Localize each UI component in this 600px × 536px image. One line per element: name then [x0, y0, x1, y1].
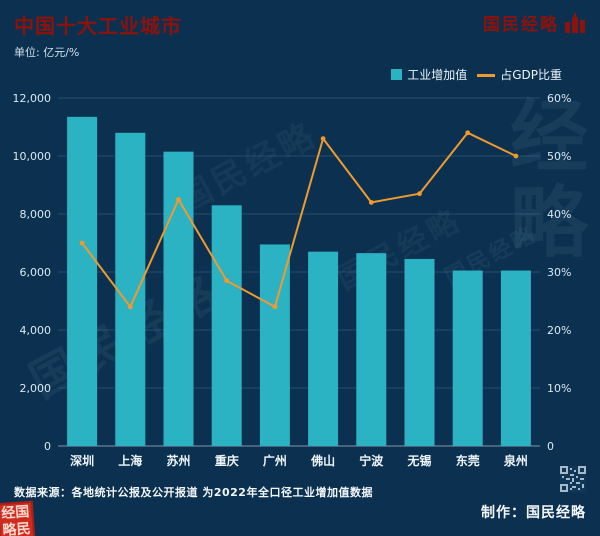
- qr-code: [560, 466, 586, 492]
- legend-item-bar: 工业增加值: [391, 66, 467, 83]
- legend-bar-label: 工业增加值: [407, 68, 468, 82]
- svg-text:2,000: 2,000: [20, 382, 52, 395]
- seal-line-2: 略民: [2, 521, 32, 536]
- unit-label: 单位: 亿元/%: [14, 46, 80, 59]
- svg-text:重庆: 重庆: [215, 453, 239, 468]
- legend-item-line: 占GDP比重: [477, 66, 562, 83]
- bar-swatch-icon: [391, 69, 403, 80]
- svg-text:8,000: 8,000: [20, 208, 52, 221]
- svg-text:东莞: 东莞: [456, 453, 480, 468]
- svg-text:12,000: 12,000: [13, 92, 52, 105]
- svg-text:无锡: 无锡: [406, 453, 431, 468]
- svg-text:苏州: 苏州: [166, 453, 190, 468]
- building-icon: [565, 12, 585, 33]
- brand-name: 国民经略: [483, 15, 559, 35]
- svg-text:10%: 10%: [547, 382, 571, 395]
- svg-text:佛山: 佛山: [310, 453, 335, 468]
- svg-text:40%: 40%: [547, 208, 571, 221]
- page-title: 中国十大工业城市: [14, 14, 182, 38]
- svg-text:6,000: 6,000: [20, 266, 52, 279]
- svg-text:60%: 60%: [547, 92, 571, 105]
- credit-label: 制作：国民经略: [481, 505, 586, 521]
- svg-text:0: 0: [547, 440, 554, 453]
- svg-text:上海: 上海: [118, 453, 142, 468]
- chart-legend: 工业增加值 占GDP比重: [391, 66, 562, 83]
- brand-seal: 经国 略民: [0, 500, 36, 536]
- chart-svg: 0 0 2,000 10% 4,000 20% 6,000 30% 8,000 40% 10,000…: [13, 92, 572, 468]
- svg-text:10,000: 10,000: [13, 150, 52, 163]
- svg-text:4,000: 4,000: [20, 324, 52, 337]
- svg-text:宁波: 宁波: [359, 453, 384, 468]
- svg-text:深圳: 深圳: [70, 453, 94, 468]
- svg-text:50%: 50%: [547, 150, 571, 163]
- svg-text:0: 0: [44, 440, 51, 453]
- line-swatch-icon: [477, 74, 496, 77]
- brand-logo: 国民经略: [483, 10, 586, 35]
- svg-text:泉州: 泉州: [504, 453, 528, 468]
- svg-text:广州: 广州: [263, 453, 287, 468]
- chart-area: 0 0 2,000 10% 4,000 20% 6,000 30% 8,000 40% 10,000…: [0, 88, 600, 480]
- legend-line-label: 占GDP比重: [500, 68, 562, 82]
- svg-text:30%: 30%: [547, 266, 571, 279]
- data-source-note: 数据来源：各地统计公报及公开报道 为2022年全口径工业增加值数据: [14, 486, 373, 499]
- svg-text:20%: 20%: [547, 324, 571, 337]
